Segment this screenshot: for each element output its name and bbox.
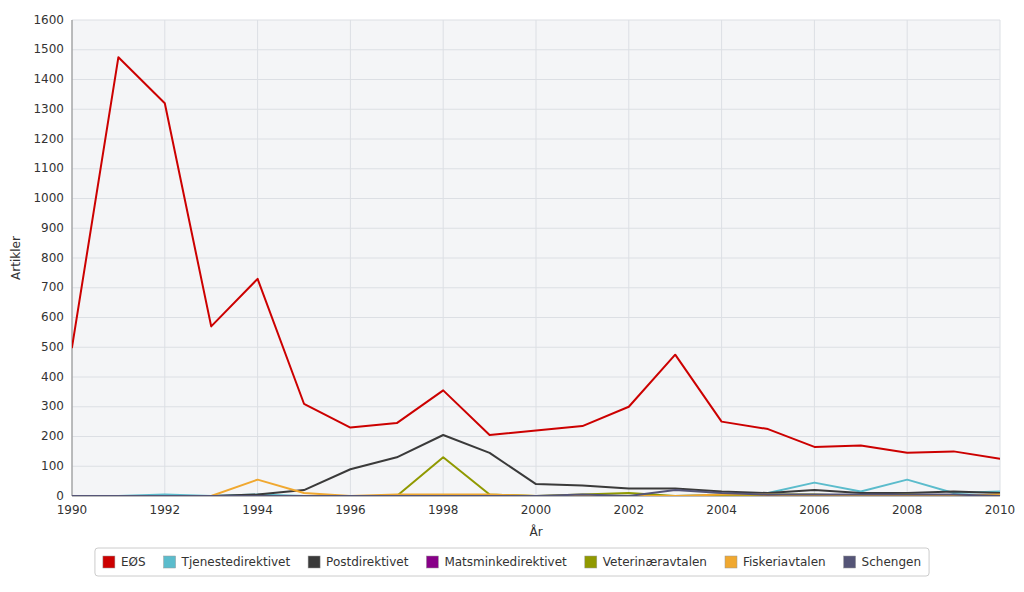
legend-label: Postdirektivet [326, 555, 409, 569]
x-tick-label: 2006 [799, 503, 830, 517]
y-axis-line [72, 20, 73, 496]
x-grid-line [257, 20, 258, 496]
x-tick-label: 1994 [242, 503, 273, 517]
legend-label: Veterinæravtalen [603, 555, 707, 569]
y-tick-label: 900 [41, 221, 64, 235]
grid [72, 20, 1000, 496]
series-line [72, 480, 1000, 496]
y-tick-label: 1600 [33, 13, 64, 27]
legend-swatch [308, 556, 320, 568]
legend-item: EØS [103, 555, 146, 569]
legend-label: Matsminkedirektivet [444, 555, 567, 569]
chart: 0 100 200 300 400 500 600 700 800 900 1000 1100 1200… [0, 0, 1024, 592]
y-tick-label: 0 [56, 489, 64, 503]
legend-label: EØS [121, 555, 146, 569]
series-line [72, 435, 1000, 496]
series-line [72, 457, 1000, 496]
x-tick-label: 2002 [614, 503, 645, 517]
legend-swatch [103, 556, 115, 568]
y-tick-label: 200 [41, 429, 64, 443]
legend-item: Schengen [844, 555, 921, 569]
y-tick-label: 400 [41, 370, 64, 384]
x-tick-label: 2008 [892, 503, 923, 517]
legend-swatch [844, 556, 856, 568]
x-tick-label: 1996 [335, 503, 366, 517]
legend-item: Postdirektivet [308, 555, 409, 569]
x-grid-line [72, 20, 73, 496]
legend-label: Tjenestedirektivet [181, 555, 291, 569]
x-tick-label: 1992 [150, 503, 181, 517]
x-axis-label: År [529, 524, 542, 539]
legend: EØS Tjenestedirektivet Postdirektivet Matsm… [103, 555, 921, 569]
y-tick-label: 1300 [33, 102, 64, 116]
x-grid-line [536, 20, 537, 496]
x-tick-label: 2010 [985, 503, 1016, 517]
x-grid-line [628, 20, 629, 496]
y-tick-label: 300 [41, 399, 64, 413]
series-line [72, 57, 1000, 459]
legend-item: Matsminkedirektivet [426, 555, 567, 569]
y-tick-label: 700 [41, 280, 64, 294]
x-grid-line [443, 20, 444, 496]
x-tick-label: 1998 [428, 503, 459, 517]
y-tick-label: 500 [41, 340, 64, 354]
y-tick-label: 1400 [33, 72, 64, 86]
y-tick-label: 1000 [33, 191, 64, 205]
y-tick-label: 1500 [33, 42, 64, 56]
legend-label: Fiskeriavtalen [743, 555, 826, 569]
x-grid-line [164, 20, 165, 496]
y-axis-label: Artikler [9, 236, 23, 280]
y-tick-label: 800 [41, 251, 64, 265]
x-tick-label: 1990 [57, 503, 88, 517]
legend-item: Fiskeriavtalen [725, 555, 826, 569]
series-line [72, 490, 1000, 496]
legend-label: Schengen [862, 555, 921, 569]
y-tick-label: 100 [41, 459, 64, 473]
legend-swatch [585, 556, 597, 568]
x-grid-line [814, 20, 815, 496]
x-tick-label: 2004 [706, 503, 737, 517]
x-tick-label: 2000 [521, 503, 552, 517]
y-tick-label: 1200 [33, 132, 64, 146]
legend-swatch [164, 556, 176, 568]
legend-swatch [426, 556, 438, 568]
y-tick-label: 1100 [33, 161, 64, 175]
x-grid-line [350, 20, 351, 496]
plot-area [72, 20, 1000, 496]
series-line [72, 480, 1000, 496]
legend-item: Tjenestedirektivet [164, 555, 291, 569]
legend-box [95, 548, 929, 576]
x-grid-line [721, 20, 722, 496]
x-grid-line [1000, 20, 1001, 496]
legend-swatch [725, 556, 737, 568]
series-group [72, 57, 1000, 496]
legend-item: Veterinæravtalen [585, 555, 707, 569]
x-grid-line [907, 20, 908, 496]
y-tick-label: 600 [41, 310, 64, 324]
